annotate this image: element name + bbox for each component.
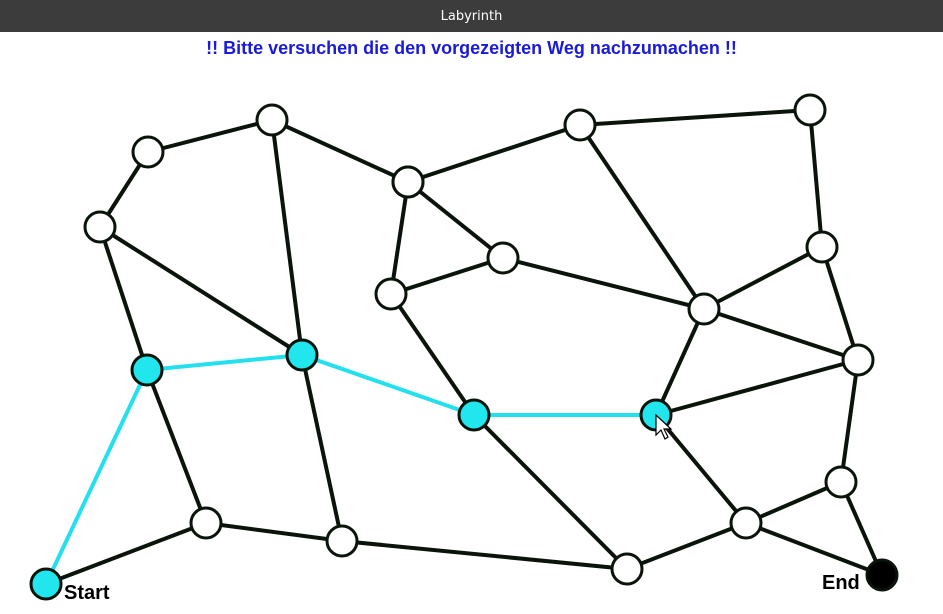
maze-edge	[808, 108, 824, 249]
maze-node[interactable]	[824, 465, 858, 499]
end-node[interactable]	[865, 558, 899, 592]
maze-graph[interactable]: Start End	[0, 32, 943, 614]
maze-node[interactable]	[610, 552, 644, 586]
path-edge	[145, 353, 304, 372]
maze-node[interactable]	[130, 353, 164, 387]
maze-edge	[406, 180, 505, 260]
maze-node[interactable]	[391, 165, 425, 199]
path-edge	[44, 368, 149, 586]
maze-node[interactable]	[255, 103, 289, 137]
maze-node[interactable]	[457, 398, 491, 432]
maze-edge	[270, 118, 410, 184]
instruction-text: !! Bitte versuchen die den vorgezeigten …	[206, 38, 737, 58]
maze-edge	[389, 180, 410, 296]
maze-node[interactable]	[83, 210, 117, 244]
maze-edge	[406, 123, 582, 184]
window-titlebar: Labyrinth	[0, 0, 943, 32]
maze-edge	[146, 118, 274, 154]
maze-node[interactable]	[729, 506, 763, 540]
maze-edge	[501, 256, 706, 311]
maze-node[interactable]	[486, 241, 520, 275]
maze-edge	[744, 480, 843, 525]
maze-edge	[654, 358, 860, 417]
maze-edge	[204, 521, 344, 543]
window-title: Labyrinth	[440, 8, 503, 24]
maze-edge	[472, 413, 629, 571]
maze-edge	[654, 307, 706, 417]
maze-node[interactable]	[189, 506, 223, 540]
maze-edge	[625, 521, 748, 571]
maze-node[interactable]	[793, 93, 827, 127]
maze-node[interactable]	[563, 108, 597, 142]
start-node[interactable]	[29, 567, 63, 601]
maze-edge	[654, 413, 748, 525]
end-label: End	[822, 572, 860, 594]
nodes-layer[interactable]	[29, 93, 899, 601]
maze-edge	[578, 123, 706, 311]
maze-node[interactable]	[285, 338, 319, 372]
maze-edge	[578, 108, 812, 127]
maze-edge	[744, 521, 884, 577]
start-label: Start	[64, 582, 110, 604]
maze-edge	[839, 358, 860, 484]
maze-edge	[44, 521, 208, 586]
maze-edge	[839, 480, 884, 577]
maze-node[interactable]	[841, 343, 875, 377]
maze-edge	[98, 225, 304, 357]
maze-edge	[98, 225, 149, 372]
maze-edge	[270, 118, 304, 357]
maze-edge	[702, 245, 824, 311]
maze-node[interactable]	[131, 135, 165, 169]
maze-node[interactable]	[325, 524, 359, 558]
maze-node[interactable]	[374, 277, 408, 311]
maze-canvas[interactable]: !! Bitte versuchen die den vorgezeigten …	[0, 32, 943, 614]
mouse-cursor-icon	[655, 413, 673, 440]
maze-node[interactable]	[687, 292, 721, 326]
maze-node[interactable]	[805, 230, 839, 264]
maze-edge	[300, 353, 344, 543]
maze-edge	[389, 256, 505, 296]
path-edge	[300, 353, 476, 417]
maze-edge	[702, 307, 860, 362]
edges-layer	[44, 108, 884, 586]
maze-edge	[820, 245, 860, 362]
maze-edge	[145, 368, 208, 525]
maze-edge	[340, 539, 629, 571]
maze-edge	[389, 292, 476, 417]
